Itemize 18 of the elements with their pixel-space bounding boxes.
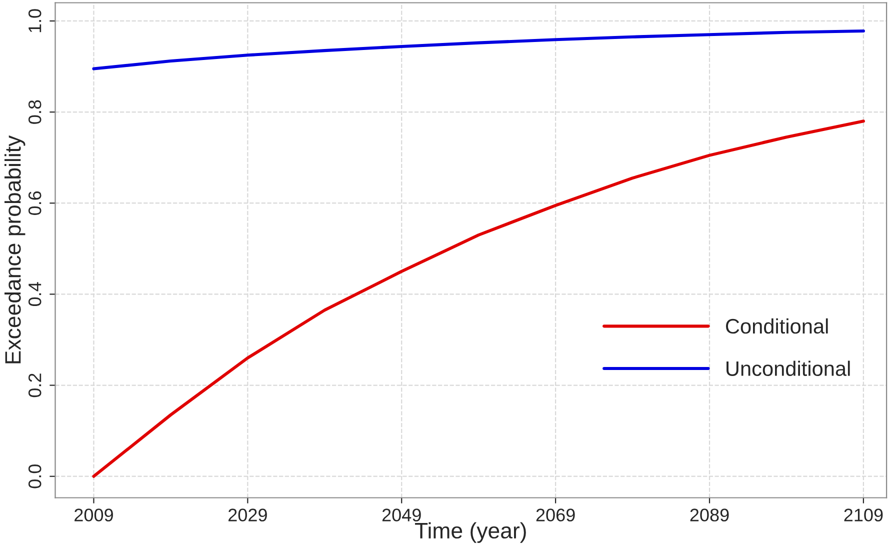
y-axis-title: Exceedance probability [4, 135, 26, 364]
x-tick-label: 2109 [844, 508, 883, 522]
y-tick-label: 1.0 [28, 9, 42, 32]
y-tick-label: 0.2 [28, 374, 42, 398]
legend-label: Unconditional [726, 360, 850, 376]
x-tick-label: 2069 [536, 508, 575, 522]
x-axis-title: Time (year) [415, 522, 526, 543]
x-tick-label: 2089 [690, 508, 729, 522]
x-tick-label: 2009 [74, 508, 113, 522]
y-tick-label: 0.0 [28, 464, 42, 488]
line-series [92, 120, 865, 478]
y-tick-label: 0.8 [28, 100, 42, 124]
y-tick-label: 0.4 [28, 282, 42, 306]
x-tick-label: 2029 [228, 508, 267, 522]
legend-label: Conditional [726, 318, 828, 334]
y-tick-label: 0.6 [28, 191, 42, 215]
line-series [92, 29, 865, 70]
x-tick-label: 2049 [382, 508, 421, 522]
